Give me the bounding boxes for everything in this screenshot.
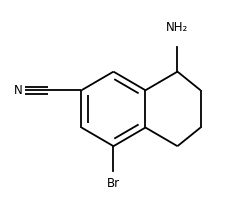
Text: N: N xyxy=(14,84,23,97)
Text: Br: Br xyxy=(107,177,120,190)
Text: NH₂: NH₂ xyxy=(166,21,188,34)
